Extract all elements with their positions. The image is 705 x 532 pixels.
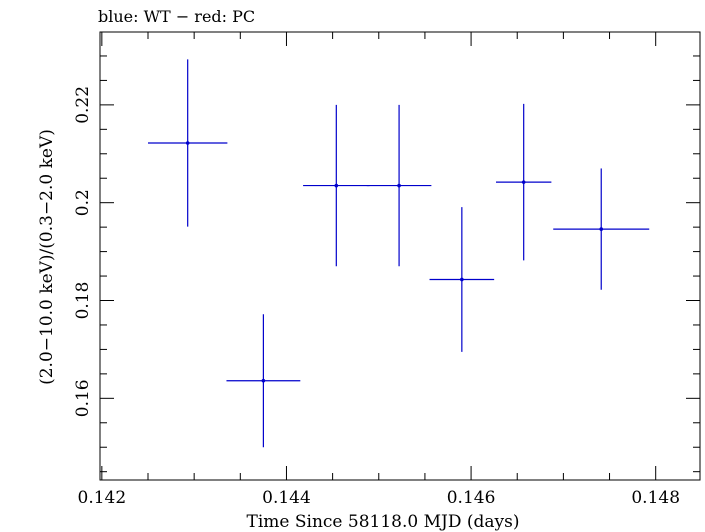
data-point-group	[226, 314, 301, 448]
data-point-group	[553, 168, 650, 290]
data-point	[521, 180, 526, 184]
x-tick-label: 0.146	[447, 488, 496, 508]
y-tick-label: 0.22	[73, 86, 93, 124]
data-point	[460, 277, 464, 282]
axis-ticks	[100, 32, 700, 480]
y-tick-label: 0.18	[73, 282, 93, 320]
data-marks	[148, 59, 650, 448]
x-tick-label: 0.148	[631, 488, 680, 508]
x-axis-title: Time Since 58118.0 MJD (days)	[247, 512, 520, 532]
y-tick-label: 0.16	[73, 379, 93, 417]
data-point-group	[148, 59, 228, 227]
x-tick-label: 0.142	[78, 488, 127, 508]
y-axis-title: (2.0−10.0 keV)/(0.3−2.0 keV)	[37, 129, 57, 385]
data-point	[334, 183, 339, 188]
data-point-group	[366, 104, 432, 267]
data-point-group	[303, 104, 370, 267]
tick-labels: 0.142 0.144 0.146 0.148 0.16 0.18 0.2 0.22	[73, 86, 680, 508]
data-point-group	[496, 103, 552, 261]
data-point	[397, 183, 401, 188]
x-tick-label: 0.144	[262, 488, 311, 508]
data-point-group	[429, 207, 495, 352]
data-point	[599, 227, 604, 231]
y-tick-label: 0.2	[73, 189, 93, 216]
data-point	[261, 378, 266, 383]
data-point	[185, 141, 190, 145]
chart-title: blue: WT − red: PC	[98, 7, 255, 26]
plot-frame	[99, 31, 701, 481]
